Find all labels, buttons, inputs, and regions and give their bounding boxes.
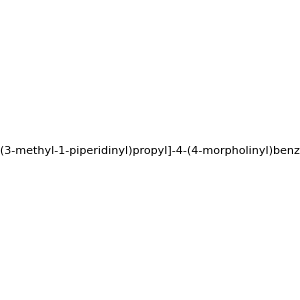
Text: N-[3-(3-methyl-1-piperidinyl)propyl]-4-(4-morpholinyl)benzamide: N-[3-(3-methyl-1-piperidinyl)propyl]-4-(… (0, 146, 300, 157)
